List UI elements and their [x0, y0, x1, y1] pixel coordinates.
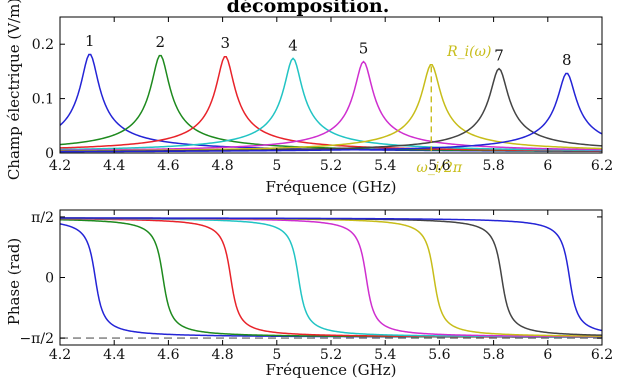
- amplitude-ytick-label: 0.2: [32, 37, 54, 53]
- peak-label-1: 1: [85, 32, 95, 50]
- phase-xtick-label: 4.6: [157, 347, 179, 363]
- figure-title: décomposition.: [227, 0, 390, 17]
- phase-panel: 4.2 4.4 4.6 4.8 5 5.2 5.4 5.6 5.8 6 6.2 π/2 0 −π/2 Fré…: [5, 209, 613, 379]
- amplitude-curve-4: [59, 57, 603, 152]
- amplitude-annotation: R_i(ω): [446, 44, 491, 60]
- phase-xtick-label: 5.2: [320, 347, 342, 363]
- phase-curve-2: [59, 218, 602, 338]
- amplitude-curve-1: [59, 53, 602, 153]
- peak-label-2: 2: [155, 33, 165, 51]
- phase-xtick-label: 4.4: [103, 347, 125, 363]
- peak-label-3: 3: [221, 34, 231, 52]
- phase-ytick-label: 0: [45, 271, 54, 287]
- frequency-annotation: ω_i/2π: [416, 160, 463, 176]
- phase-xtick-label: 4.8: [211, 347, 233, 363]
- peak-label-7: 7: [494, 47, 504, 65]
- amplitude-xtick-label: 4.2: [49, 158, 71, 174]
- phase-curve-4: [59, 217, 602, 338]
- amplitude-xtick-label: 6.2: [591, 158, 613, 174]
- phase-xtick-label: 5.4: [374, 347, 396, 363]
- peak-label-4: 4: [288, 36, 298, 54]
- phase-ytick-label: −π/2: [19, 331, 54, 347]
- phase-curve-1: [59, 223, 602, 338]
- amplitude-xtick-label: 4.4: [103, 158, 125, 174]
- amplitude-ytick-label: 0.1: [32, 92, 54, 108]
- amplitude-panel: 1 2 3 4 5 7 8 R_i(ω) ω_i/2π 4.2 4.4 4.6 4.8 5 5.2 5.4 5.…: [5, 0, 613, 196]
- amplitude-xtick-label: 5.2: [320, 158, 342, 174]
- phase-xlabel: Fréquence (GHz): [266, 361, 397, 379]
- amplitude-xlabel: Fréquence (GHz): [266, 178, 397, 196]
- phase-curve-5: [60, 217, 603, 338]
- amplitude-xtick-label: 5.8: [482, 158, 504, 174]
- phase-axes-box: [59, 209, 603, 346]
- peak-label-8: 8: [562, 51, 572, 69]
- phase-curve-7: [60, 217, 603, 336]
- phase-curve-3: [59, 218, 602, 338]
- phase-curve-8: [59, 217, 603, 332]
- peak-label-5: 5: [359, 40, 369, 58]
- phase-xtick-label: 6: [543, 347, 552, 363]
- phase-xtick-label: 5.8: [482, 347, 504, 363]
- phase-xtick-label: 5.6: [428, 347, 450, 363]
- amplitude-xtick-label: 4.8: [211, 158, 233, 174]
- phase-ytick-label: π/2: [31, 210, 54, 226]
- phase-curve-6: [60, 217, 603, 337]
- amplitude-ytick-label: 0: [45, 146, 54, 162]
- phase-xtick-label: 5: [272, 347, 281, 363]
- amplitude-ylabel: Champ électrique (V/m): [5, 0, 23, 180]
- amplitude-curve-5: [59, 60, 603, 152]
- amplitude-xtick-label: 5.4: [374, 158, 396, 174]
- phase-xtick-label: 6.2: [591, 347, 613, 363]
- phase-xtick-label: 4.2: [49, 347, 71, 363]
- amplitude-xtick-label: 4.6: [157, 158, 179, 174]
- amplitude-xtick-label: 6: [543, 158, 552, 174]
- amplitude-xtick-label: 5: [272, 158, 281, 174]
- phase-ylabel: Phase (rad): [5, 238, 23, 325]
- amplitude-xtick-label: 5.6: [428, 158, 450, 174]
